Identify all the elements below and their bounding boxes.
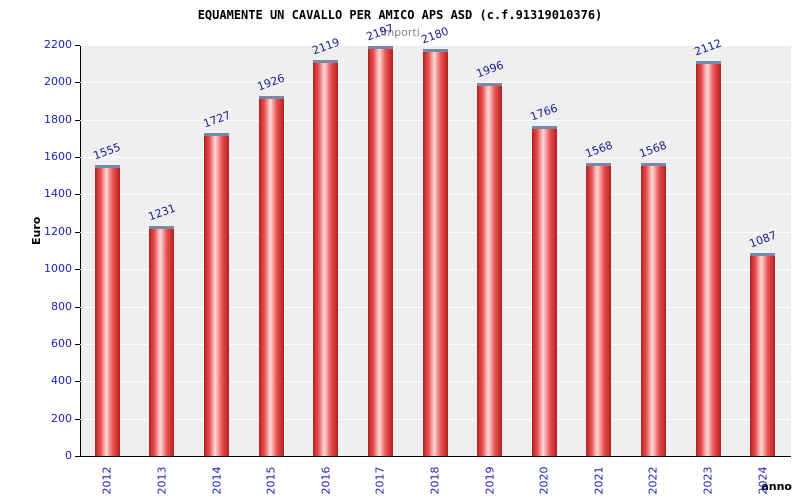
y-tick-mark [75,381,80,383]
y-tick-label: 400 [51,374,72,388]
bar [750,252,776,456]
y-tick-label: 200 [51,411,72,425]
x-tick-label: 2019 [483,466,497,495]
y-tick-label: 1800 [44,112,72,126]
y-tick-label: 2200 [44,38,72,51]
x-tick-label: 2020 [537,466,551,495]
y-tick-mark [75,418,80,420]
y-tick-mark [75,194,80,196]
bar [586,163,612,456]
gridline [80,45,790,46]
y-tick-label: 1000 [44,262,72,276]
bar [204,133,230,456]
bar-value-label: 2197 [364,21,396,43]
x-tick-label: 2022 [646,466,660,495]
bar [422,48,448,456]
x-tick-label: 2021 [592,466,606,495]
y-tick-mark [75,343,80,345]
y-tick-mark [75,231,80,233]
y-tick-label: 1200 [44,224,72,238]
x-tick-label: 2014 [210,466,224,495]
chart-subtitle: Importi [380,26,420,39]
x-tick-label: 2016 [319,466,333,495]
x-tick-label: 2017 [373,466,387,495]
y-tick-label: 0 [65,449,72,462]
bar [531,126,557,456]
x-tick-label: 2013 [155,466,169,495]
y-tick-mark [75,456,80,457]
x-tick-label: 2018 [428,466,442,495]
y-tick-mark [75,45,80,46]
y-tick-mark [75,119,80,121]
bar [313,60,339,456]
bar [477,83,503,456]
bar [258,96,284,456]
y-tick-label: 600 [51,336,72,350]
bar [640,163,666,456]
chart-title: EQUAMENTE UN CAVALLO PER AMICO APS ASD (… [197,8,603,22]
y-tick-label: 800 [51,299,72,313]
bar [149,226,175,456]
y-tick-mark [75,157,80,159]
y-tick-label: 1600 [44,150,72,164]
x-tick-label: 2024 [756,466,770,495]
y-tick-mark [75,82,80,84]
x-tick-label: 2015 [264,466,278,495]
y-tick-mark [75,306,80,308]
bar [94,165,120,456]
y-tick-label: 1400 [44,187,72,201]
y-tick-label: 2000 [44,75,72,89]
y-tick-mark [75,269,80,271]
x-tick-label: 2012 [100,466,114,495]
bar [695,61,721,456]
x-axis-label: anno [761,480,792,493]
x-tick-label: 2023 [701,466,715,495]
bar [367,45,393,456]
